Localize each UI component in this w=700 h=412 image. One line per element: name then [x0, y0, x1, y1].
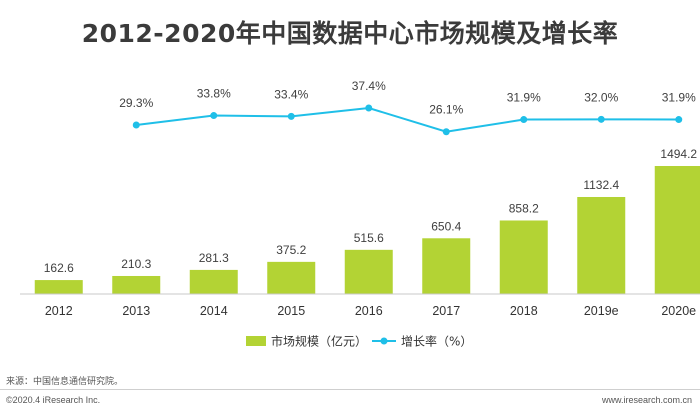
legend-bar-label: 市场规模（亿元）	[271, 334, 367, 349]
footer-divider	[0, 389, 700, 390]
bar-value-label: 515.6	[354, 231, 384, 245]
growth-point-2014	[210, 112, 218, 120]
bar-2014	[189, 269, 238, 294]
growth-value-label: 31.9%	[507, 91, 541, 105]
x-tick-label: 2016	[355, 304, 383, 318]
growth-value-label: 29.3%	[119, 96, 153, 110]
bar-2015	[267, 261, 316, 294]
legend-line-label: 增长率（%）	[401, 334, 472, 349]
bar-2018	[499, 220, 548, 294]
chart-title: 2012-2020年中国数据中心市场规模及增长率	[81, 19, 619, 48]
x-tick-label: 2013	[122, 304, 150, 318]
growth-line	[136, 106, 679, 133]
growth-point-2016	[365, 104, 373, 112]
growth-point-2020e	[675, 116, 683, 124]
legend-bar-swatch	[246, 336, 266, 346]
growth-value-label: 32.0%	[584, 90, 618, 104]
bar-value-label: 858.2	[509, 201, 539, 215]
growth-point-2018	[520, 116, 528, 124]
x-tick-label: 2020e	[661, 304, 696, 318]
growth-value-label: 26.1%	[429, 103, 463, 117]
x-tick-label: 2018	[510, 304, 538, 318]
bar-2016	[344, 249, 393, 294]
growth-line-series: 29.3% 33.8% 33.4% 37.4% 26.1% 31.9% 32.0% 31.9%	[119, 79, 696, 136]
bar-value-label: 1494.2	[660, 147, 697, 161]
bar-series: 162.6 210.3 281.3 375.2 515.6 650.4 858.2 1132.…	[34, 147, 700, 294]
bar-value-label: 162.6	[44, 261, 74, 275]
growth-point-2013	[132, 121, 140, 129]
growth-value-label: 31.9%	[662, 91, 696, 105]
bar-2017	[422, 238, 471, 294]
bar-value-label: 1132.4	[583, 178, 619, 192]
growth-value-label: 33.4%	[274, 87, 308, 101]
source-note: 来源：中国信息通信研究院。	[6, 377, 124, 387]
growth-value-label: 33.8%	[197, 87, 231, 101]
growth-value-label: 37.4%	[352, 79, 386, 93]
growth-point-2017	[442, 128, 450, 136]
x-tick-label: 2015	[277, 304, 305, 318]
copyright-text: ©2020.4 iResearch Inc.	[6, 395, 101, 405]
legend: 市场规模（亿元） 增长率（%）	[246, 334, 472, 349]
growth-point-2019e	[597, 115, 605, 123]
bar-2013	[112, 275, 161, 294]
x-tick-label: 2017	[432, 304, 460, 318]
bar-value-label: 375.2	[276, 243, 306, 257]
bar-2012	[34, 280, 83, 294]
bar-2020e	[654, 166, 700, 294]
legend-line-marker	[380, 337, 388, 345]
x-tick-label: 2014	[200, 304, 228, 318]
x-tick-label: 2019e	[584, 304, 619, 318]
x-tick-label: 2012	[45, 304, 73, 318]
growth-point-2015	[287, 112, 295, 120]
x-axis: 2012 2013 2014 2015 2016 2017 2018 2019e 2020e	[20, 293, 700, 318]
bar-2019e	[577, 196, 626, 294]
bar-value-label: 210.3	[121, 257, 151, 271]
chart-canvas: 162.6 210.3 281.3 375.2 515.6 650.4 858.2 1132.…	[20, 79, 700, 349]
bar-value-label: 650.4	[431, 219, 461, 233]
website-text: www.iresearch.com.cn	[601, 395, 692, 405]
bar-value-label: 281.3	[199, 251, 229, 265]
